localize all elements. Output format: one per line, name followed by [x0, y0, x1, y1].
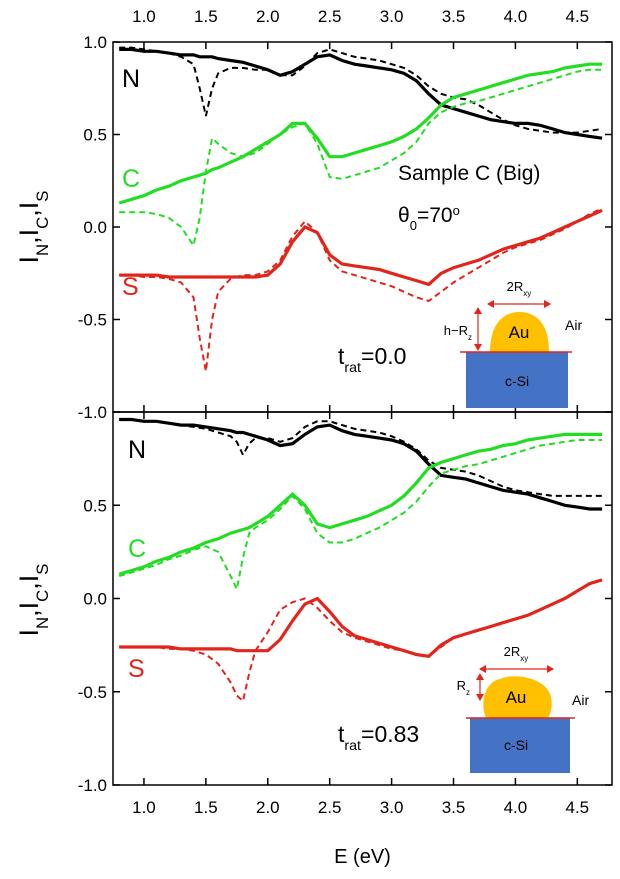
y-axis-label-part: ,I [14, 229, 44, 244]
annotation-part: =70 [417, 204, 453, 227]
substrate [466, 352, 568, 408]
annotation: trat=0.0 [338, 343, 406, 376]
y-tick-label: -1.0 [78, 776, 107, 795]
annotation-part: rat [344, 360, 361, 376]
y-axis-label-part: S [33, 191, 52, 202]
x-tick-label: 2.0 [256, 7, 280, 26]
data-line [118, 432, 603, 576]
annotation-part: t [338, 343, 345, 369]
y-axis-label-part: C [33, 590, 52, 602]
data-line [118, 439, 603, 593]
data-line [119, 578, 603, 658]
y-axis-label-part: N [33, 617, 52, 629]
x-tick-label: 3.5 [442, 798, 466, 817]
inset-label: 2Rxy [504, 644, 529, 663]
curve-label: C [128, 535, 146, 563]
y-tick-label: 0.5 [83, 496, 107, 515]
x-tick-label: 2.0 [256, 798, 280, 817]
data-line [119, 68, 603, 248]
inset-label-part: z [466, 688, 470, 697]
inset-label: 2Rxy [507, 279, 532, 298]
inset-label-part: h−R [444, 323, 468, 338]
annotation-part: θ [398, 204, 410, 227]
y-axis-label-part: ,I [14, 202, 44, 217]
curve-label: S [128, 655, 145, 683]
y-axis-label: IN,IC,IS [14, 564, 52, 637]
substrate [470, 718, 570, 773]
x-tick-label: 2.5 [318, 798, 342, 817]
data-line [119, 46, 603, 134]
inset-label-part: 2R [507, 279, 524, 294]
annotation: θ0=70o [398, 203, 460, 233]
annotation-part: o [453, 203, 460, 218]
curve-label: S [122, 273, 139, 301]
annotation-part: t [338, 721, 345, 747]
annotation: Sample C (Big) [398, 162, 540, 185]
y-axis-label-part: ,I [14, 602, 44, 617]
y-axis-label-part: I [14, 256, 44, 264]
data-line [118, 62, 603, 205]
y-axis-label: IN,IC,IS [14, 191, 52, 264]
annotation-part: =0.83 [361, 721, 419, 747]
x-tick-label: 4.0 [504, 798, 528, 817]
particle [483, 676, 552, 718]
inset-label: Rz [457, 678, 470, 697]
annotation-part: =0.0 [361, 343, 406, 369]
x-tick-label: 4.0 [504, 7, 528, 26]
x-tick-label: 1.5 [194, 798, 218, 817]
y-axis-label-part: S [33, 564, 52, 575]
y-tick-label: 0.0 [83, 590, 107, 609]
y-tick-label: 0.5 [83, 126, 107, 145]
data-line [119, 418, 603, 497]
x-tick-label: 4.5 [566, 7, 590, 26]
inset-label-part: 2R [504, 644, 521, 659]
inset-label-part: xy [523, 289, 531, 298]
inset-label: h−Rz [444, 323, 472, 342]
y-tick-label: 1.0 [83, 33, 107, 52]
annotation: trat=0.83 [338, 721, 419, 754]
data-line [119, 47, 603, 140]
x-tick-label: 3.0 [380, 7, 404, 26]
data-line [119, 578, 603, 703]
data-line [119, 417, 603, 511]
x-tick-label: 1.0 [132, 798, 156, 817]
x-tick-label: 1.0 [132, 7, 156, 26]
annotation-part: rat [344, 738, 361, 754]
x-tick-label: 2.5 [318, 7, 342, 26]
inset-label: Au [506, 688, 527, 707]
inset-label: c-Si [504, 737, 528, 753]
inset-label-part: xy [520, 654, 528, 663]
curve-label: N [128, 436, 146, 464]
y-axis-label-part: I [14, 629, 44, 637]
y-axis-label-part: C [33, 217, 52, 229]
particle [490, 312, 549, 352]
x-tick-label: 3.0 [380, 798, 404, 817]
curve-label: C [122, 165, 140, 193]
annotation-part: 0 [410, 218, 417, 233]
x-tick-label: 3.5 [442, 7, 466, 26]
inset-label-part: z [468, 333, 472, 342]
curve-label: N [122, 65, 140, 93]
y-tick-label: 0.0 [83, 218, 107, 237]
y-tick-label: -0.5 [78, 311, 107, 330]
data-line [119, 208, 603, 287]
inset-label: Au [509, 323, 530, 342]
y-tick-label: -1.0 [78, 403, 107, 422]
y-axis-label-part: ,I [14, 575, 44, 590]
x-tick-label: 4.5 [566, 798, 590, 817]
inset-label: Air [565, 317, 582, 333]
y-tick-label: -0.5 [78, 683, 107, 702]
y-axis-label-part: N [33, 244, 52, 256]
x-axis-label: E (eV) [334, 846, 391, 868]
plot-frame [112, 411, 613, 786]
inset-label: Air [572, 692, 589, 708]
inset-label-part: R [457, 678, 466, 693]
x-tick-label: 1.5 [194, 7, 218, 26]
inset-label: c-Si [505, 373, 529, 389]
